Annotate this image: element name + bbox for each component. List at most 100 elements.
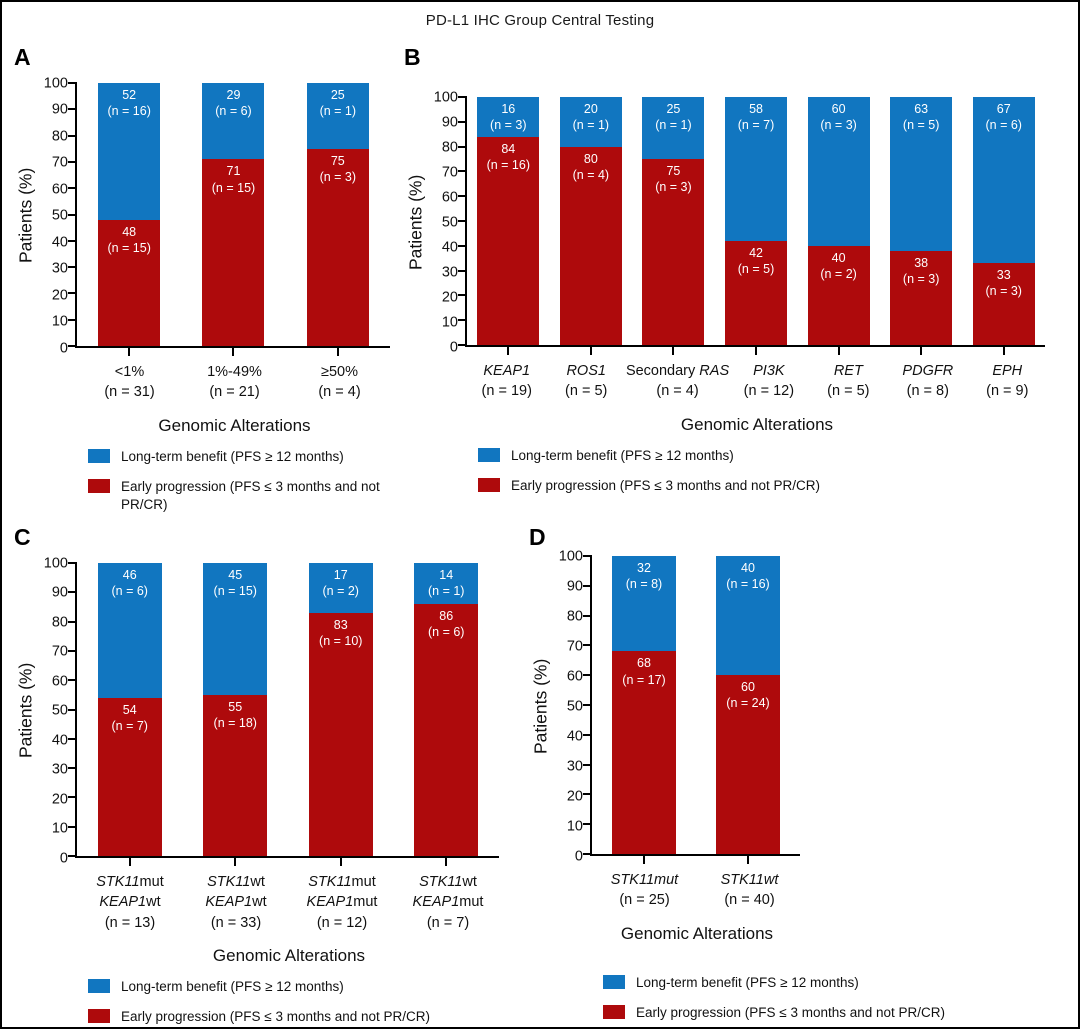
legend-label: Long-term benefit (PFS ≥ 12 months) xyxy=(636,974,859,990)
bar-segment-early-progression: 33 (n = 3) xyxy=(972,263,1035,345)
x-tick-label-line: (n = 9) xyxy=(968,381,1047,401)
x-tick-label-line: (n = 5) xyxy=(809,381,888,401)
x-tick-label-line: STK11mut xyxy=(289,872,395,892)
x-tick-label: PI3K (n = 12) xyxy=(729,361,808,402)
y-tick-label: 80 xyxy=(441,138,458,155)
y-tick-label: 20 xyxy=(441,288,458,305)
y-tick xyxy=(583,584,592,587)
y-tick xyxy=(68,266,77,269)
y-tick-label: 90 xyxy=(441,113,458,130)
label-text: (n = 5) xyxy=(827,383,870,400)
y-axis-tick-labels: 0 10 20 30 40 50 60 70 80 90 100 xyxy=(38,76,75,355)
x-tick-label: Secondary RAS (n = 4) xyxy=(626,361,729,402)
x-tick-label-line: STK11wt xyxy=(697,870,802,890)
y-tick-label: 10 xyxy=(441,313,458,330)
legend-label: Long-term benefit (PFS ≥ 12 months) xyxy=(511,447,734,463)
label-text: Secondary xyxy=(625,363,700,379)
y-tick xyxy=(458,120,467,123)
label-text: mut xyxy=(459,894,484,911)
y-tick-label: 20 xyxy=(566,787,583,804)
y-tick-label: 40 xyxy=(51,731,68,748)
legend-label: Long-term benefit (PFS ≥ 12 months) xyxy=(121,448,344,464)
bar-segment-early-progression: 48 (n = 15) xyxy=(98,219,161,346)
segment-n: (n = 15) xyxy=(213,584,257,599)
gene-name-italic: STK11 xyxy=(419,874,463,890)
segment-n: (n = 16) xyxy=(486,157,530,172)
y-tick xyxy=(68,160,77,163)
y-tick xyxy=(68,767,77,770)
bar-segment-long-term-benefit: 45 (n = 15) xyxy=(203,563,268,695)
legend: Long-term benefit (PFS ≥ 12 months) Early… xyxy=(478,447,1076,495)
x-tick-label-line: KEAP1wt xyxy=(77,892,183,912)
y-tick-label: 90 xyxy=(51,101,68,118)
label-text: mut xyxy=(139,874,164,890)
segment-n: (n = 24) xyxy=(726,696,770,711)
segment-n: (n = 3) xyxy=(490,118,527,133)
y-tick xyxy=(68,292,77,295)
legend: Long-term benefit (PFS ≥ 12 months) Early… xyxy=(88,448,424,515)
y-tick-label: 100 xyxy=(43,74,68,91)
stacked-bar: 55 (n = 18) 45 (n = 15) xyxy=(203,563,268,856)
y-tick xyxy=(458,244,467,247)
y-tick xyxy=(583,614,592,617)
y-tick-label: 30 xyxy=(51,260,68,277)
segment-percent: 84 xyxy=(501,141,516,156)
label-text: (n = 21) xyxy=(209,384,260,401)
x-tick-label: EPH (n = 9) xyxy=(968,361,1047,402)
stacked-bar: 40 (n = 2) 60 (n = 3) xyxy=(807,97,870,345)
legend-swatch-long-term-benefit xyxy=(478,447,500,462)
bar-slot: 48 (n = 15) 52 (n = 16) xyxy=(77,83,181,356)
gene-name-italic: STK11wt xyxy=(720,872,779,888)
y-tick xyxy=(68,318,77,321)
bar-value-label: 84 (n = 16) xyxy=(477,141,539,174)
bar-value-label: 40 (n = 2) xyxy=(808,250,870,283)
segment-percent: 29 xyxy=(226,88,241,102)
y-tick-label: 70 xyxy=(51,154,68,171)
label-text: (n = 8) xyxy=(906,383,949,400)
segment-percent: 63 xyxy=(914,102,929,116)
bar-value-label: 38 (n = 3) xyxy=(890,255,952,288)
segment-n: (n = 16) xyxy=(726,577,770,592)
bar-segment-long-term-benefit: 52 (n = 16) xyxy=(98,83,161,220)
x-tick-labels: KEAP1 (n = 19) ROS1 (n = 5) Secondary RAS (n … xyxy=(467,361,1047,402)
bar-segment-long-term-benefit: 60 (n = 3) xyxy=(807,97,870,246)
y-axis-title-column: Patients (%) xyxy=(14,563,38,858)
bar-value-label: 25 (n = 1) xyxy=(307,87,369,120)
stacked-bar: 75 (n = 3) 25 (n = 1) xyxy=(642,97,705,345)
x-tick-label-line: (n = 19) xyxy=(467,381,546,401)
segment-percent: 45 xyxy=(228,568,243,582)
gene-name-italic: PI3K xyxy=(753,363,785,379)
chart-row: Patients (%) 0 10 20 30 40 50 60 70 80 90 100 84 (n =… xyxy=(404,90,1076,355)
segment-n: (n = 6) xyxy=(111,584,148,599)
segment-percent: 46 xyxy=(122,568,137,582)
segment-n: (n = 15) xyxy=(211,180,256,195)
label-text: (n = 4) xyxy=(318,384,361,401)
x-tick-label-line: KEAP1wt xyxy=(183,892,289,912)
segment-percent: 86 xyxy=(439,609,454,624)
label-text: wt xyxy=(462,874,477,890)
x-tick-label-line: PI3K xyxy=(729,361,808,381)
y-tick-label: 80 xyxy=(51,127,68,144)
y-tick xyxy=(583,793,592,796)
label-text: (n = 33) xyxy=(210,914,262,931)
y-tick xyxy=(458,195,467,198)
x-axis-title: Genomic Alterations xyxy=(620,923,774,943)
segment-n: (n = 8) xyxy=(625,577,663,592)
x-tick-labels: STK11mut (n = 25) STK11wt (n = 40) xyxy=(592,870,802,911)
segment-percent: 52 xyxy=(122,88,137,102)
stacked-bar: 86 (n = 6) 14 (n = 1) xyxy=(414,563,479,856)
bar-slot: 80 (n = 4) 20 (n = 1) xyxy=(550,97,633,355)
y-tick xyxy=(68,239,77,242)
segment-n: (n = 5) xyxy=(902,118,940,133)
bar-value-label: 54 (n = 7) xyxy=(98,702,162,735)
y-tick xyxy=(458,269,467,272)
bar-segment-early-progression: 83 (n = 10) xyxy=(308,612,373,856)
x-tick-label: ROS1 (n = 5) xyxy=(546,361,625,402)
y-tick-label: 50 xyxy=(566,697,583,714)
y-tick xyxy=(68,134,77,137)
y-tick xyxy=(458,294,467,297)
bar-value-label: 33 (n = 3) xyxy=(973,267,1035,300)
gene-name-italic: ROS1 xyxy=(566,363,606,379)
x-axis-title: Genomic Alterations xyxy=(158,415,311,435)
